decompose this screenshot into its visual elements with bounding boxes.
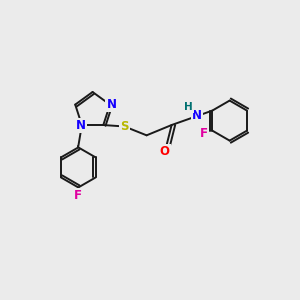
Text: N: N — [192, 109, 202, 122]
Text: N: N — [76, 119, 86, 132]
Text: S: S — [120, 120, 129, 133]
Text: O: O — [160, 145, 170, 158]
Text: F: F — [74, 189, 82, 202]
Text: F: F — [200, 127, 208, 140]
Text: N: N — [106, 98, 116, 111]
Text: H: H — [184, 102, 193, 112]
